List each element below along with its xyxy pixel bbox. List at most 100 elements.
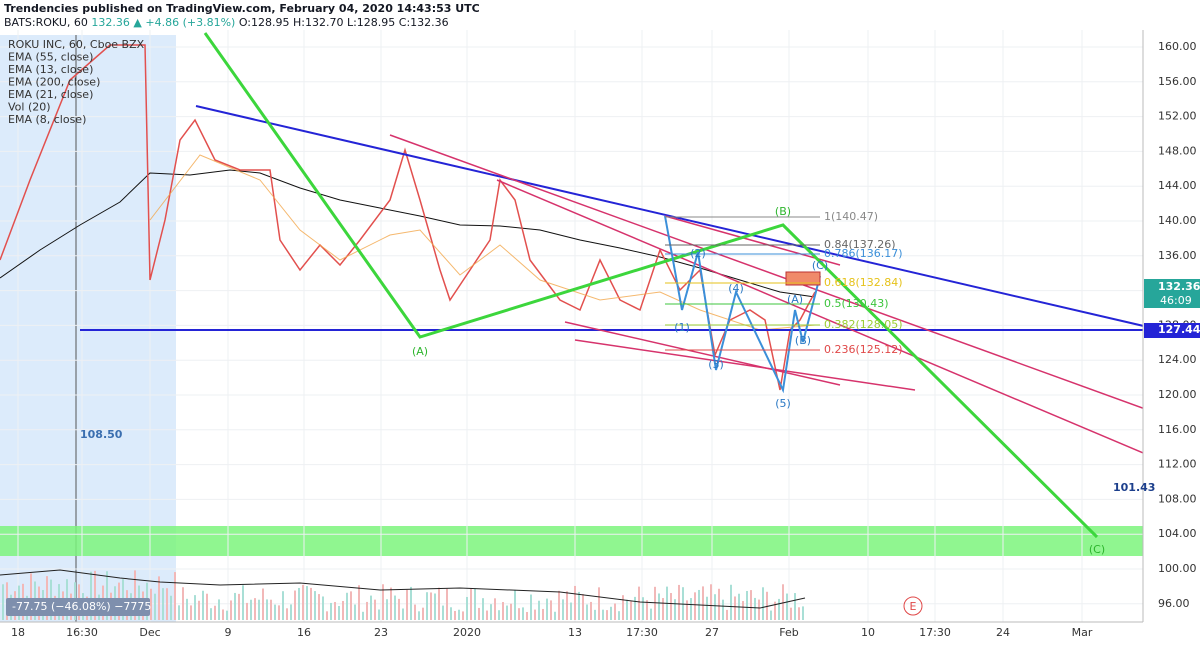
volume-bar bbox=[674, 599, 676, 620]
volume-bar bbox=[210, 608, 212, 620]
volume-bar bbox=[754, 597, 756, 620]
volume-bar bbox=[194, 595, 196, 620]
volume-bar bbox=[706, 596, 708, 620]
tag-bg bbox=[1144, 323, 1200, 338]
volume-bar bbox=[410, 586, 412, 620]
last-price-tag: 132.36 bbox=[1158, 280, 1200, 293]
volume-bar bbox=[514, 589, 516, 620]
volume-bar bbox=[166, 588, 168, 620]
time-label: 16:30 bbox=[66, 626, 98, 639]
volume-bar bbox=[306, 586, 308, 620]
legend-item: ROKU INC, 60, Cboe BZX bbox=[8, 38, 145, 51]
volume-bar bbox=[286, 608, 288, 620]
volume-bar bbox=[518, 608, 520, 620]
time-label: 16 bbox=[297, 626, 311, 639]
volume-bar bbox=[494, 598, 496, 620]
price-label: 104.00 bbox=[1158, 527, 1197, 540]
volume-bar bbox=[398, 598, 400, 620]
volume-bar bbox=[790, 607, 792, 620]
volume-bar bbox=[218, 599, 220, 620]
volume-bar bbox=[266, 599, 268, 620]
volume-bar bbox=[510, 603, 512, 620]
volume-ma bbox=[0, 569, 806, 609]
volume-bar bbox=[730, 584, 732, 620]
volume-bar bbox=[418, 611, 420, 620]
volume-bar bbox=[282, 591, 284, 620]
volume-bar bbox=[378, 609, 380, 620]
price-label: 152.00 bbox=[1158, 110, 1197, 123]
volume-bar bbox=[446, 588, 448, 620]
volume-bar bbox=[670, 593, 672, 620]
event-marker bbox=[903, 596, 923, 616]
volume-bar bbox=[626, 599, 628, 620]
wave-label: (4) bbox=[728, 282, 744, 295]
volume-bar bbox=[682, 587, 684, 620]
volume-bar bbox=[338, 605, 340, 620]
time-label: Feb bbox=[779, 626, 798, 639]
price-label: 96.00 bbox=[1158, 597, 1190, 610]
fib-retracement: 1(140.47) 0.84(137.26)0.786(136.17) 0.618(… bbox=[665, 210, 903, 356]
volume-bar bbox=[270, 599, 272, 620]
close: C:132.36 bbox=[398, 16, 449, 29]
volume-bar bbox=[766, 591, 768, 620]
volume-bar bbox=[546, 598, 548, 620]
legend-item: EMA (55, close) bbox=[8, 51, 93, 64]
volume-bar bbox=[770, 610, 772, 620]
price-label: 112.00 bbox=[1158, 458, 1197, 471]
volume-bar bbox=[330, 602, 332, 620]
volume-bar bbox=[430, 592, 432, 620]
volume-bar bbox=[774, 601, 776, 620]
volume-bar bbox=[550, 600, 552, 620]
volume-bar bbox=[534, 609, 536, 620]
countdown-tag: 46:09 bbox=[1160, 294, 1192, 307]
volume-bar bbox=[622, 595, 624, 620]
volume-bar bbox=[558, 590, 560, 620]
volume-bar bbox=[290, 604, 292, 620]
wave-label: (C) bbox=[1089, 543, 1105, 556]
channel-line bbox=[389, 134, 1149, 411]
high: H:132.70 bbox=[292, 16, 344, 29]
fib-label: 0.5(130.43) bbox=[824, 297, 889, 310]
volume-bar bbox=[170, 595, 172, 620]
volume-bar bbox=[506, 605, 508, 620]
volume-bar bbox=[442, 605, 444, 620]
volume-bar bbox=[422, 607, 424, 620]
time-label: 17:30 bbox=[626, 626, 658, 639]
wave-label: (5) bbox=[775, 397, 791, 410]
time-label: 17:30 bbox=[919, 626, 951, 639]
time-label: 9 bbox=[225, 626, 232, 639]
volume-bar bbox=[226, 610, 228, 620]
volume-bar bbox=[314, 591, 316, 620]
volume-bar bbox=[454, 610, 456, 620]
volume-bar bbox=[426, 592, 428, 620]
price-label: 140.00 bbox=[1158, 214, 1197, 227]
publisher-line: Trendencies published on TradingView.com… bbox=[4, 2, 480, 15]
wave-label: (3) bbox=[708, 358, 724, 371]
volume-bar bbox=[642, 597, 644, 620]
time-label: 13 bbox=[568, 626, 582, 639]
target-label: 101.43 bbox=[1113, 481, 1155, 494]
price-label: 100.00 bbox=[1158, 562, 1197, 575]
volume-bar bbox=[414, 604, 416, 620]
time-label: Dec bbox=[139, 626, 160, 639]
volume-bar bbox=[474, 588, 476, 620]
time-label: Mar bbox=[1072, 626, 1093, 639]
volume-bar bbox=[486, 610, 488, 620]
wave-label: (2) bbox=[690, 247, 706, 260]
volume-bar bbox=[198, 600, 200, 620]
volume-bar bbox=[362, 611, 364, 620]
volume-bar bbox=[374, 599, 376, 620]
event-label: E bbox=[910, 600, 917, 613]
volume-bar bbox=[658, 593, 660, 620]
volume-bar bbox=[538, 600, 540, 620]
volume-bar bbox=[94, 570, 96, 620]
volume-bar bbox=[562, 599, 564, 620]
change: +4.86 (+3.81%) bbox=[145, 16, 236, 29]
volume-bar bbox=[358, 585, 360, 620]
volume-bar bbox=[466, 596, 468, 620]
volume-bar bbox=[382, 584, 384, 620]
volume-bar bbox=[346, 592, 348, 620]
open: O:128.95 bbox=[238, 16, 290, 29]
time-label: 27 bbox=[705, 626, 719, 639]
tag-bg bbox=[1144, 279, 1200, 294]
